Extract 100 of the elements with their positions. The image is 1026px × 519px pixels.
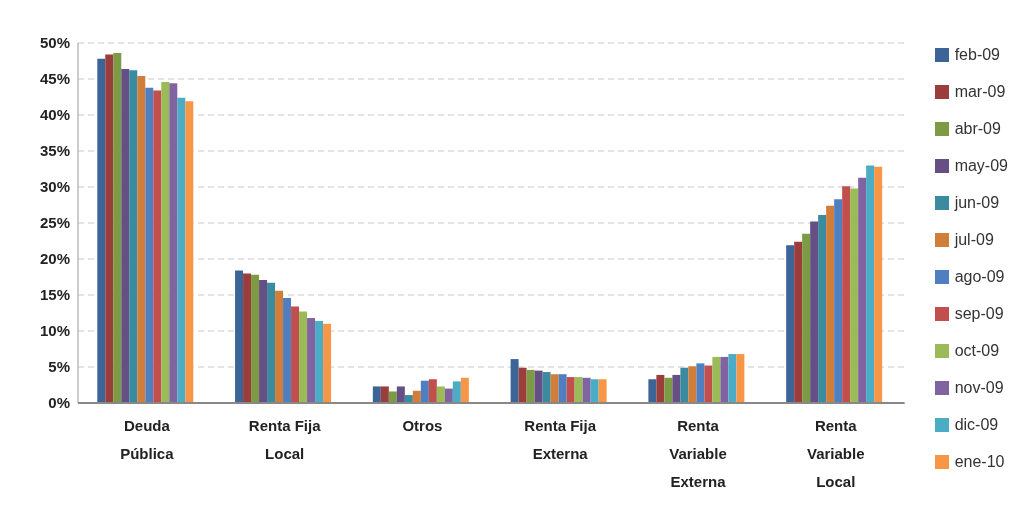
bar bbox=[656, 374, 665, 403]
bar bbox=[850, 188, 859, 403]
bar bbox=[388, 391, 397, 403]
y-tick-label: 35% bbox=[39, 142, 70, 160]
bar bbox=[251, 274, 260, 403]
bar bbox=[452, 381, 461, 403]
x-tick-label: Deuda Pública bbox=[120, 417, 175, 462]
legend-label: ene-10 bbox=[954, 452, 1005, 471]
y-tick-label: 5% bbox=[48, 358, 70, 376]
bar bbox=[129, 70, 138, 403]
bar bbox=[696, 363, 705, 403]
y-tick-label: 25% bbox=[39, 214, 70, 232]
bar bbox=[518, 367, 527, 403]
bar bbox=[802, 233, 811, 403]
bar bbox=[235, 270, 244, 403]
x-tick-label: Otros bbox=[402, 417, 443, 434]
legend-label: feb-09 bbox=[954, 45, 1001, 64]
legend-label: sep-09 bbox=[954, 304, 1004, 323]
bar bbox=[826, 205, 835, 403]
bar bbox=[299, 311, 308, 403]
bar bbox=[444, 388, 453, 403]
bar bbox=[428, 379, 437, 403]
bar bbox=[113, 53, 122, 403]
legend-label: mar-09 bbox=[954, 82, 1006, 101]
bar bbox=[177, 97, 186, 403]
bar bbox=[105, 54, 114, 403]
bar bbox=[161, 81, 170, 403]
bar bbox=[704, 365, 713, 403]
y-tick-label: 50% bbox=[39, 34, 70, 52]
bar bbox=[574, 377, 583, 403]
bar bbox=[291, 306, 300, 403]
bar bbox=[97, 58, 106, 403]
legend-label: abr-09 bbox=[954, 119, 1001, 138]
y-tick-label: 45% bbox=[39, 70, 70, 88]
bar bbox=[558, 374, 567, 403]
bar bbox=[145, 87, 154, 403]
y-tick-label: 20% bbox=[39, 250, 70, 268]
bar bbox=[842, 186, 851, 403]
y-tick-label: 30% bbox=[39, 178, 70, 196]
y-tick-label: 40% bbox=[39, 106, 70, 124]
bar bbox=[243, 273, 252, 403]
y-tick-label: 10% bbox=[39, 322, 70, 340]
legend-label: oct-09 bbox=[954, 341, 1000, 360]
bar bbox=[412, 390, 421, 403]
x-tick-label: Renta Variable Local bbox=[806, 417, 865, 490]
y-tick-label: 0% bbox=[48, 394, 70, 412]
bar bbox=[267, 282, 276, 403]
bar bbox=[420, 380, 429, 403]
bar bbox=[858, 177, 867, 403]
bar bbox=[436, 386, 445, 403]
legend-label: ago-09 bbox=[954, 267, 1005, 286]
bar bbox=[664, 377, 673, 403]
bar bbox=[786, 245, 795, 403]
bar bbox=[396, 386, 405, 403]
bar bbox=[534, 370, 543, 403]
bar bbox=[794, 241, 803, 403]
bar bbox=[510, 359, 519, 403]
bar bbox=[372, 386, 381, 403]
bar bbox=[566, 377, 575, 403]
bar bbox=[720, 356, 729, 403]
bar bbox=[874, 166, 883, 403]
bar bbox=[810, 221, 819, 403]
bar bbox=[275, 290, 284, 403]
bar bbox=[307, 318, 316, 403]
bar bbox=[712, 356, 721, 403]
x-tick-label: Renta Variable Externa bbox=[669, 417, 727, 490]
legend-label: jul-09 bbox=[954, 230, 994, 249]
bar bbox=[153, 90, 162, 403]
bar bbox=[728, 354, 737, 403]
bar bbox=[672, 374, 681, 403]
bar bbox=[121, 68, 130, 403]
legend-label: dic-09 bbox=[954, 415, 999, 434]
bar bbox=[590, 379, 599, 403]
bar bbox=[169, 83, 178, 403]
y-tick-label: 15% bbox=[39, 286, 70, 304]
bar bbox=[185, 101, 194, 403]
bar bbox=[680, 367, 689, 403]
bar bbox=[283, 297, 292, 403]
x-tick-label: Renta Fija Externa bbox=[524, 417, 597, 462]
bar bbox=[542, 372, 551, 403]
bar bbox=[315, 320, 324, 403]
bar bbox=[598, 379, 607, 403]
bar bbox=[259, 279, 268, 403]
x-tick-label: Renta Fija Local bbox=[248, 417, 322, 462]
bar bbox=[818, 215, 827, 403]
bar bbox=[526, 369, 535, 403]
legend-label: may-09 bbox=[954, 156, 1008, 175]
bar bbox=[550, 374, 559, 403]
legend-label: jun-09 bbox=[954, 193, 1000, 212]
bar bbox=[582, 377, 591, 403]
bar bbox=[460, 377, 469, 403]
bar bbox=[323, 323, 332, 403]
bar bbox=[834, 199, 843, 403]
legend-label: nov-09 bbox=[954, 378, 1004, 397]
bar bbox=[380, 386, 389, 403]
bar bbox=[648, 379, 657, 403]
bar bbox=[736, 354, 745, 403]
bar bbox=[866, 165, 875, 403]
bar bbox=[688, 366, 697, 403]
bar bbox=[137, 76, 146, 403]
